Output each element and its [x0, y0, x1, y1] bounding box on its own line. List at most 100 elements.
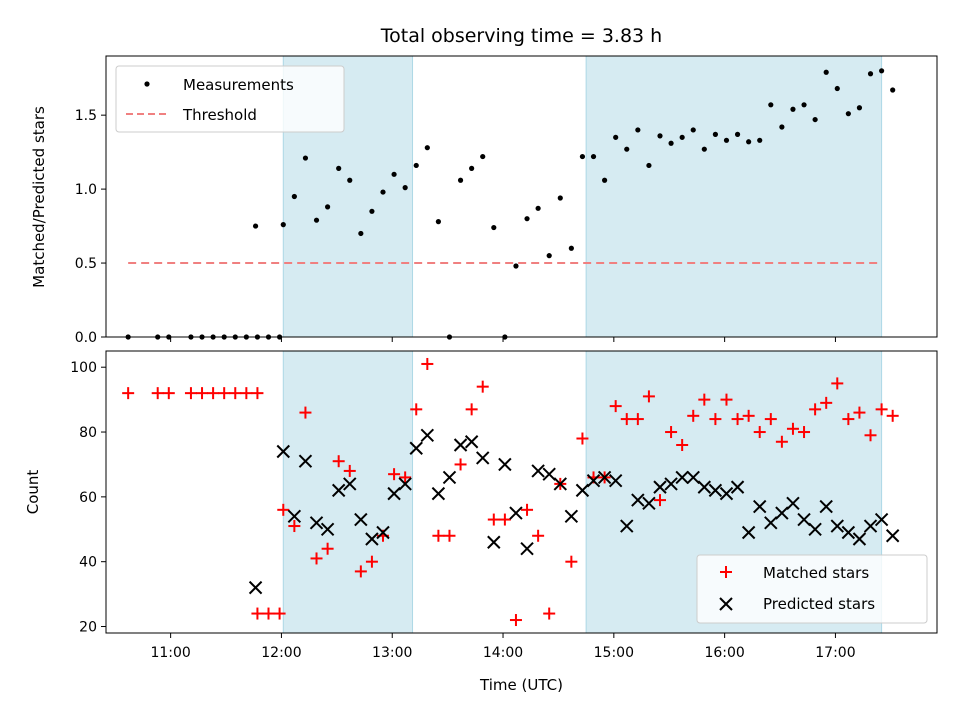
matched-star-point — [609, 400, 622, 413]
measurement-point — [734, 131, 741, 137]
x-tick-label: 15:00 — [594, 645, 634, 661]
measurement-point — [801, 102, 807, 108]
measurement-point — [779, 124, 785, 130]
bottom-y-tick-label: 100 — [70, 360, 97, 376]
measurement-point — [790, 106, 796, 112]
measurement-point — [336, 165, 342, 171]
measurement-point — [291, 193, 297, 200]
bottom-legend-box — [696, 554, 928, 624]
measurement-point — [424, 145, 430, 151]
predicted-star-point — [476, 451, 490, 465]
measurement-point — [879, 68, 885, 74]
measurement-point — [435, 219, 441, 225]
matched-star-point — [842, 413, 855, 426]
chart-title: Total observing time = 3.83 h — [380, 25, 662, 47]
measurement-point — [712, 131, 719, 137]
predicted-star-point — [298, 454, 313, 468]
predicted-star-point — [320, 522, 335, 536]
top-y-tick-label: 0.5 — [75, 256, 97, 272]
top-panel: 0.0 0.5 1.0 1.5 Matched/Predicted stars Mea… — [30, 55, 938, 346]
measurement-point — [391, 171, 397, 177]
predicted-star-point — [664, 477, 678, 491]
matched-star-point — [631, 413, 644, 426]
predicted-star-point — [741, 525, 756, 540]
predicted-star-point — [597, 470, 612, 485]
top-x-ticks — [170, 337, 836, 342]
matched-star-point — [443, 529, 456, 542]
matched-star-point — [218, 387, 231, 400]
threshold-legend-label: Threshold — [182, 106, 257, 124]
measurement-point — [380, 189, 386, 195]
predicted-star-point — [398, 477, 412, 491]
predicted-star-point — [841, 525, 856, 540]
matched-star-point — [421, 357, 434, 370]
measurement-point — [457, 177, 464, 183]
predicted-star-point — [520, 542, 534, 556]
matched-star-point — [151, 387, 164, 400]
measurement-point — [524, 216, 530, 222]
measurement-point — [679, 134, 685, 140]
matched-star-point — [476, 380, 489, 393]
predicted-star-point — [675, 470, 689, 485]
top-y-tick-label: 1.0 — [75, 182, 97, 198]
predicted-star-point — [819, 499, 833, 514]
matched-star-point — [498, 513, 511, 526]
matched-star-point — [687, 409, 700, 422]
predicted-star-point — [753, 499, 767, 514]
measurement-point — [834, 85, 840, 92]
top-axes-frame — [105, 55, 938, 338]
measurement-point — [568, 245, 574, 251]
bottom-y-axis-label: Count — [24, 470, 42, 515]
predicted-star-point — [343, 477, 357, 491]
matched-star-point — [162, 387, 175, 400]
predicted-star-point — [248, 580, 263, 595]
matched-star-point — [273, 607, 286, 620]
x-tick-label: 16:00 — [704, 645, 744, 661]
matched-stars-series — [122, 357, 899, 627]
matched-star-point — [509, 614, 522, 627]
measurement-point — [635, 127, 641, 133]
predicted-star-point — [564, 509, 579, 524]
measurement-point — [823, 69, 829, 75]
matched-star-point — [742, 409, 755, 422]
bottom-y-ticks: 20 40 60 80 100 — [70, 360, 106, 636]
shaded-region-2 — [585, 55, 883, 338]
measurement-point — [557, 195, 563, 201]
predicted-legend-marker — [719, 597, 733, 611]
matched-star-point — [620, 413, 633, 426]
matched-star-point — [365, 555, 378, 568]
matched-star-point — [310, 552, 323, 565]
predicted-star-point — [653, 480, 667, 494]
matched-star-point — [764, 413, 777, 426]
measurement-point — [812, 116, 818, 123]
predicted-star-point — [387, 486, 401, 501]
predicted-star-point — [464, 435, 479, 449]
matched-star-point — [399, 471, 412, 484]
top-shaded-regions — [282, 55, 883, 338]
predicted-star-point — [863, 519, 878, 533]
matched-star-point — [543, 607, 556, 620]
matched-star-point — [354, 565, 367, 578]
predicted-star-point — [797, 512, 811, 527]
matched-star-point — [798, 426, 811, 439]
predicted-star-point — [852, 532, 867, 546]
bottom-axes-frame — [105, 350, 938, 634]
matched-star-point — [532, 529, 545, 542]
measurement-point — [469, 165, 475, 171]
measurement-point — [252, 223, 259, 229]
measurement-point — [856, 105, 863, 111]
bottom-panel: 20 40 60 80 100 11:00 12:00 13:00 14:00 15:00 16:… — [24, 350, 938, 694]
matched-star-point — [864, 429, 877, 442]
bottom-y-tick-label: 60 — [79, 490, 97, 506]
matched-star-point — [207, 387, 220, 400]
matched-star-point — [775, 435, 788, 448]
matched-star-point — [654, 494, 666, 507]
matched-star-point — [786, 422, 799, 435]
measurement-point — [579, 153, 586, 160]
bottom-legend: Matched stars Predicted stars — [696, 554, 928, 624]
measurement-point — [890, 87, 896, 93]
measurement-point — [757, 137, 763, 143]
measurement-point — [690, 127, 696, 133]
measurement-point — [590, 153, 597, 160]
